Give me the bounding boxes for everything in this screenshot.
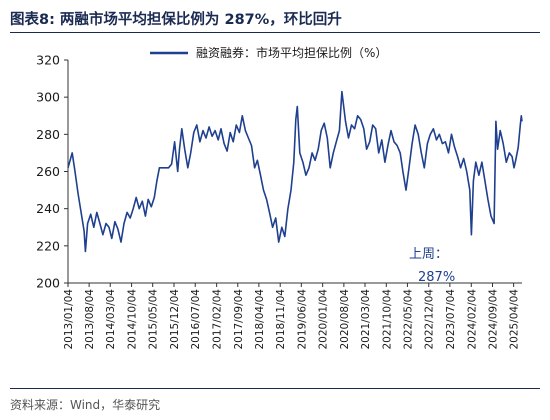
- chart-figure-title: 图表8: 两融市场平均担保比例为 287%，环比回升: [10, 12, 342, 28]
- x-tick-label: 2014/03/04: [105, 289, 117, 350]
- title-divider: [10, 32, 540, 33]
- x-tick-label: 2025/04/04: [509, 289, 521, 350]
- series-layer: [67, 90, 523, 253]
- y-axis: 200 220 240 260 280 300 320: [36, 53, 69, 291]
- x-tick-label: 2013/08/04: [84, 289, 96, 350]
- y-tick-label: 240: [36, 201, 60, 216]
- x-tick-label: 2023/07/04: [445, 289, 457, 350]
- legend: 融资融券：市场平均担保比例（%）: [150, 45, 387, 60]
- x-tick-label: 2022/05/04: [402, 289, 414, 350]
- x-tick-label: 2013/01/04: [63, 289, 75, 350]
- x-tick-label: 2024/02/04: [466, 289, 478, 350]
- x-tick-label: 2017/02/04: [212, 289, 224, 350]
- source-divider: [10, 388, 540, 389]
- y-tick-label: 280: [36, 127, 60, 142]
- x-tick-label: 2020/01/04: [318, 289, 330, 350]
- annotation: 上周： 287%: [409, 247, 455, 285]
- x-tick-label: 2024/09/04: [488, 289, 500, 350]
- x-tick-label: 2021/03/04: [360, 289, 372, 350]
- y-tick-label: 320: [36, 53, 60, 68]
- source-note: 资料来源：Wind，华泰研究: [10, 398, 161, 412]
- y-tick-label: 300: [36, 90, 60, 105]
- x-tick-label: 2022/12/04: [424, 289, 436, 350]
- x-tick-label: 2017/09/04: [233, 289, 245, 350]
- legend-label: 融资融券：市场平均担保比例（%）: [196, 45, 387, 60]
- title-bar: 图表8: 两融市场平均担保比例为 287%，环比回升: [10, 4, 540, 33]
- x-tick-label: 2018/11/04: [275, 289, 287, 350]
- x-tick-label: 2014/10/04: [127, 289, 139, 350]
- x-tick-label: 2021/10/04: [381, 289, 393, 350]
- y-tick-label: 220: [36, 238, 60, 253]
- series-line: [67, 90, 523, 253]
- x-tick-label: 2015/05/04: [148, 289, 160, 350]
- x-tick-label: 2016/07/04: [190, 289, 202, 350]
- x-axis: 2013/01/04 2013/08/04 2014/03/04 2014/10/04…: [63, 282, 522, 350]
- line-chart: 融资融券：市场平均担保比例（%） 200 220 240 260 280 300 320 2…: [36, 45, 523, 350]
- x-tick-label: 2015/12/04: [169, 289, 181, 350]
- x-tick-label: 2018/04/04: [254, 289, 266, 350]
- x-tick-label: 2019/06/04: [296, 289, 308, 350]
- y-tick-label: 260: [36, 164, 60, 179]
- annotation-value: 287%: [418, 270, 455, 285]
- annotation-label: 上周：: [409, 247, 448, 262]
- y-tick-label: 200: [36, 276, 60, 291]
- x-tick-label: 2020/08/04: [339, 289, 351, 350]
